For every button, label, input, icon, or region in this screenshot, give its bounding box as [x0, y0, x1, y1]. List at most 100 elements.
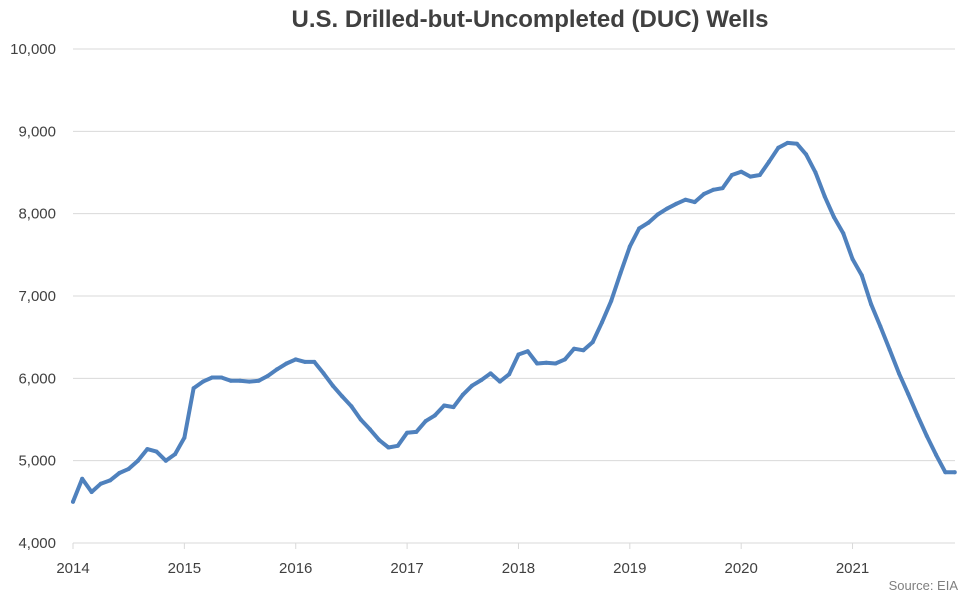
data-point	[897, 371, 901, 376]
data-point	[210, 375, 215, 380]
data-point	[748, 174, 753, 179]
data-point	[776, 145, 781, 150]
data-point	[340, 394, 345, 399]
data-point	[432, 413, 437, 418]
data-point	[507, 372, 512, 377]
y-tick-label: 8,000	[18, 206, 56, 223]
data-point	[841, 231, 846, 236]
data-point	[256, 378, 261, 383]
data-point	[358, 417, 363, 422]
data-point	[850, 257, 855, 261]
data-point	[952, 470, 957, 475]
data-point	[516, 352, 521, 357]
data-point	[108, 478, 113, 483]
data-point	[646, 220, 651, 225]
data-point	[535, 361, 540, 366]
data-point	[284, 361, 289, 366]
data-point	[479, 378, 484, 382]
x-tick-label: 2020	[724, 560, 757, 577]
y-tick-label: 5,000	[18, 453, 56, 470]
data-point	[915, 413, 920, 418]
data-point	[553, 361, 558, 366]
data-point	[126, 466, 131, 471]
data-point	[618, 270, 623, 275]
data-point	[581, 348, 586, 353]
data-point	[405, 430, 410, 435]
data-point	[664, 206, 669, 211]
data-point	[460, 392, 465, 397]
data-point	[451, 405, 456, 410]
gridlines	[73, 48, 955, 462]
x-tick-label: 2017	[390, 560, 423, 577]
data-point	[655, 212, 660, 217]
y-tick-label: 6,000	[18, 370, 56, 387]
data-point	[878, 324, 883, 329]
data-point	[228, 378, 233, 383]
data-point	[683, 197, 688, 202]
x-tick-label: 2021	[836, 560, 869, 577]
data-point	[377, 438, 382, 443]
data-point	[692, 200, 697, 205]
data-point	[201, 379, 205, 384]
data-point	[395, 443, 400, 448]
x-tick-label: 2014	[56, 560, 89, 577]
data-point	[804, 152, 809, 157]
data-point	[98, 481, 103, 486]
x-tick-label: 2015	[168, 560, 201, 577]
data-point	[182, 435, 187, 440]
data-point	[720, 186, 725, 191]
data-point	[312, 359, 317, 364]
data-point	[609, 298, 614, 303]
data-point	[934, 452, 939, 457]
data-point	[729, 173, 734, 177]
data-point	[80, 476, 85, 481]
data-point	[293, 357, 298, 362]
y-tick-label: 10,000	[10, 41, 56, 58]
data-point	[831, 215, 836, 219]
y-tick-label: 9,000	[18, 123, 56, 140]
x-tick-label: 2019	[613, 560, 646, 577]
data-point	[544, 360, 549, 365]
data-point	[757, 173, 762, 177]
data-point	[674, 201, 679, 206]
data-point	[154, 449, 159, 454]
data-point	[321, 371, 326, 376]
data-point	[590, 340, 595, 345]
series-line	[71, 140, 957, 504]
data-point	[303, 359, 307, 364]
data-point	[887, 347, 892, 352]
data-point	[89, 490, 94, 494]
data-point	[924, 434, 929, 438]
data-point	[219, 375, 224, 380]
data-point	[135, 458, 140, 463]
data-point	[265, 373, 270, 378]
data-point	[414, 429, 419, 434]
data-point	[173, 452, 178, 457]
series-layer	[71, 140, 957, 504]
data-point	[525, 349, 530, 354]
source-note: Source: EIA	[888, 578, 958, 593]
data-point	[859, 273, 864, 278]
data-point	[442, 403, 447, 408]
data-point	[627, 244, 632, 249]
data-point	[368, 427, 372, 432]
y-tick-label: 7,000	[18, 288, 56, 305]
data-point	[637, 226, 642, 231]
data-point	[423, 419, 428, 424]
data-point	[163, 458, 168, 463]
data-point	[702, 191, 707, 196]
data-point	[330, 383, 335, 388]
data-point	[562, 357, 567, 362]
data-point	[247, 379, 252, 384]
data-point	[470, 383, 474, 388]
data-point	[739, 169, 744, 174]
data-point	[906, 392, 911, 396]
data-point	[238, 378, 242, 383]
data-point	[813, 170, 818, 175]
data-point	[767, 159, 771, 164]
data-point	[794, 141, 799, 146]
data-point	[349, 404, 354, 409]
x-tick-label: 2016	[279, 560, 312, 577]
data-point	[822, 194, 827, 199]
data-point	[943, 470, 948, 475]
